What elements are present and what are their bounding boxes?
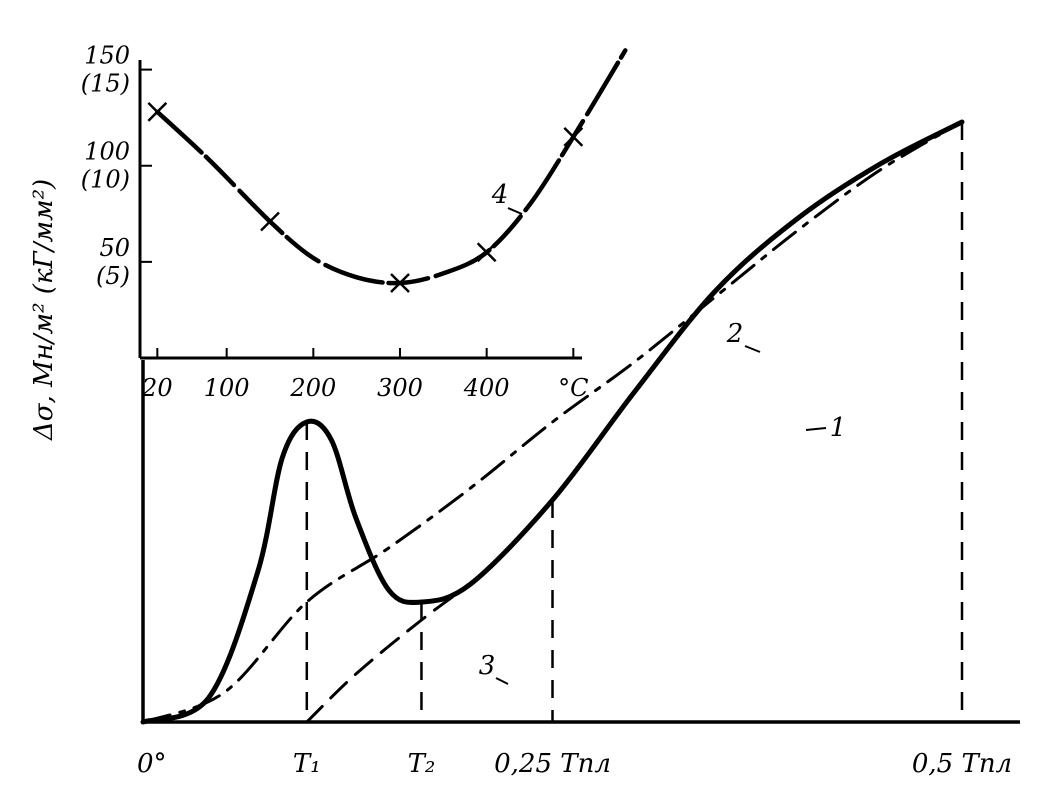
svg-text:3: 3 — [479, 651, 496, 681]
main-x-tick-label-1: 0° — [137, 749, 167, 779]
series-3-line — [305, 582, 473, 724]
inset-series-group — [147, 48, 628, 293]
curve-label-3: 3 — [479, 651, 509, 685]
series-4-marker-4 — [476, 242, 497, 263]
inset-x-tick-label-6: °C — [558, 374, 588, 402]
main-x-tick-label-5: 0,5 Tпл — [912, 749, 1012, 779]
curve-label-4: 4 — [491, 180, 523, 215]
inset-y-tick-sublabel-2: (10) — [81, 166, 130, 194]
main-x-tick-labels: 0° T₁ T₂ 0,25 Tпл 0,5 Tпл — [137, 749, 1012, 779]
series-4-marker-1 — [147, 102, 168, 122]
series-4-marker-2 — [260, 211, 280, 232]
inset-x-tick-label-5: 400 — [463, 374, 510, 402]
inset-x-tick-label-3: 200 — [289, 374, 336, 402]
series-1-line — [140, 119, 965, 725]
inset-y-tick-sublabel-1: (15) — [81, 70, 130, 98]
y-axis-label: Δσ, Мн/м² (кГ/мм²) — [29, 179, 59, 441]
series-4-marker-3 — [390, 273, 410, 293]
inset-y-tick-label-1: 150 — [84, 42, 130, 70]
curve-label-1: 1 — [805, 413, 847, 443]
curve-labels-group: 1 2 3 4 — [479, 180, 847, 685]
main-x-tick-label-3: T₂ — [408, 749, 436, 779]
series-2-line — [141, 120, 964, 724]
inset-x-tick-label-2: 100 — [204, 374, 250, 402]
main-x-tick-label-4: 0,25 Tпл — [494, 749, 611, 779]
curve-label-2: 2 — [726, 319, 761, 353]
series-4-line — [155, 48, 628, 286]
svg-text:4: 4 — [491, 180, 509, 210]
main-series-group — [140, 119, 965, 725]
svg-text:1: 1 — [830, 413, 847, 443]
inset-x-tick-label-1: 20 — [141, 374, 173, 402]
inset-y-tick-label-2: 100 — [84, 138, 130, 166]
main-vertical-guides — [305, 122, 964, 722]
svg-text:2: 2 — [726, 319, 744, 349]
inset-y-tick-sublabel-3: (5) — [96, 262, 130, 290]
series-4-marker-5 — [563, 127, 584, 147]
main-x-tick-label-2: T₁ — [293, 749, 321, 779]
inset-x-tick-label-4: 300 — [377, 374, 423, 402]
inset-y-tick-label-3: 50 — [99, 234, 130, 262]
